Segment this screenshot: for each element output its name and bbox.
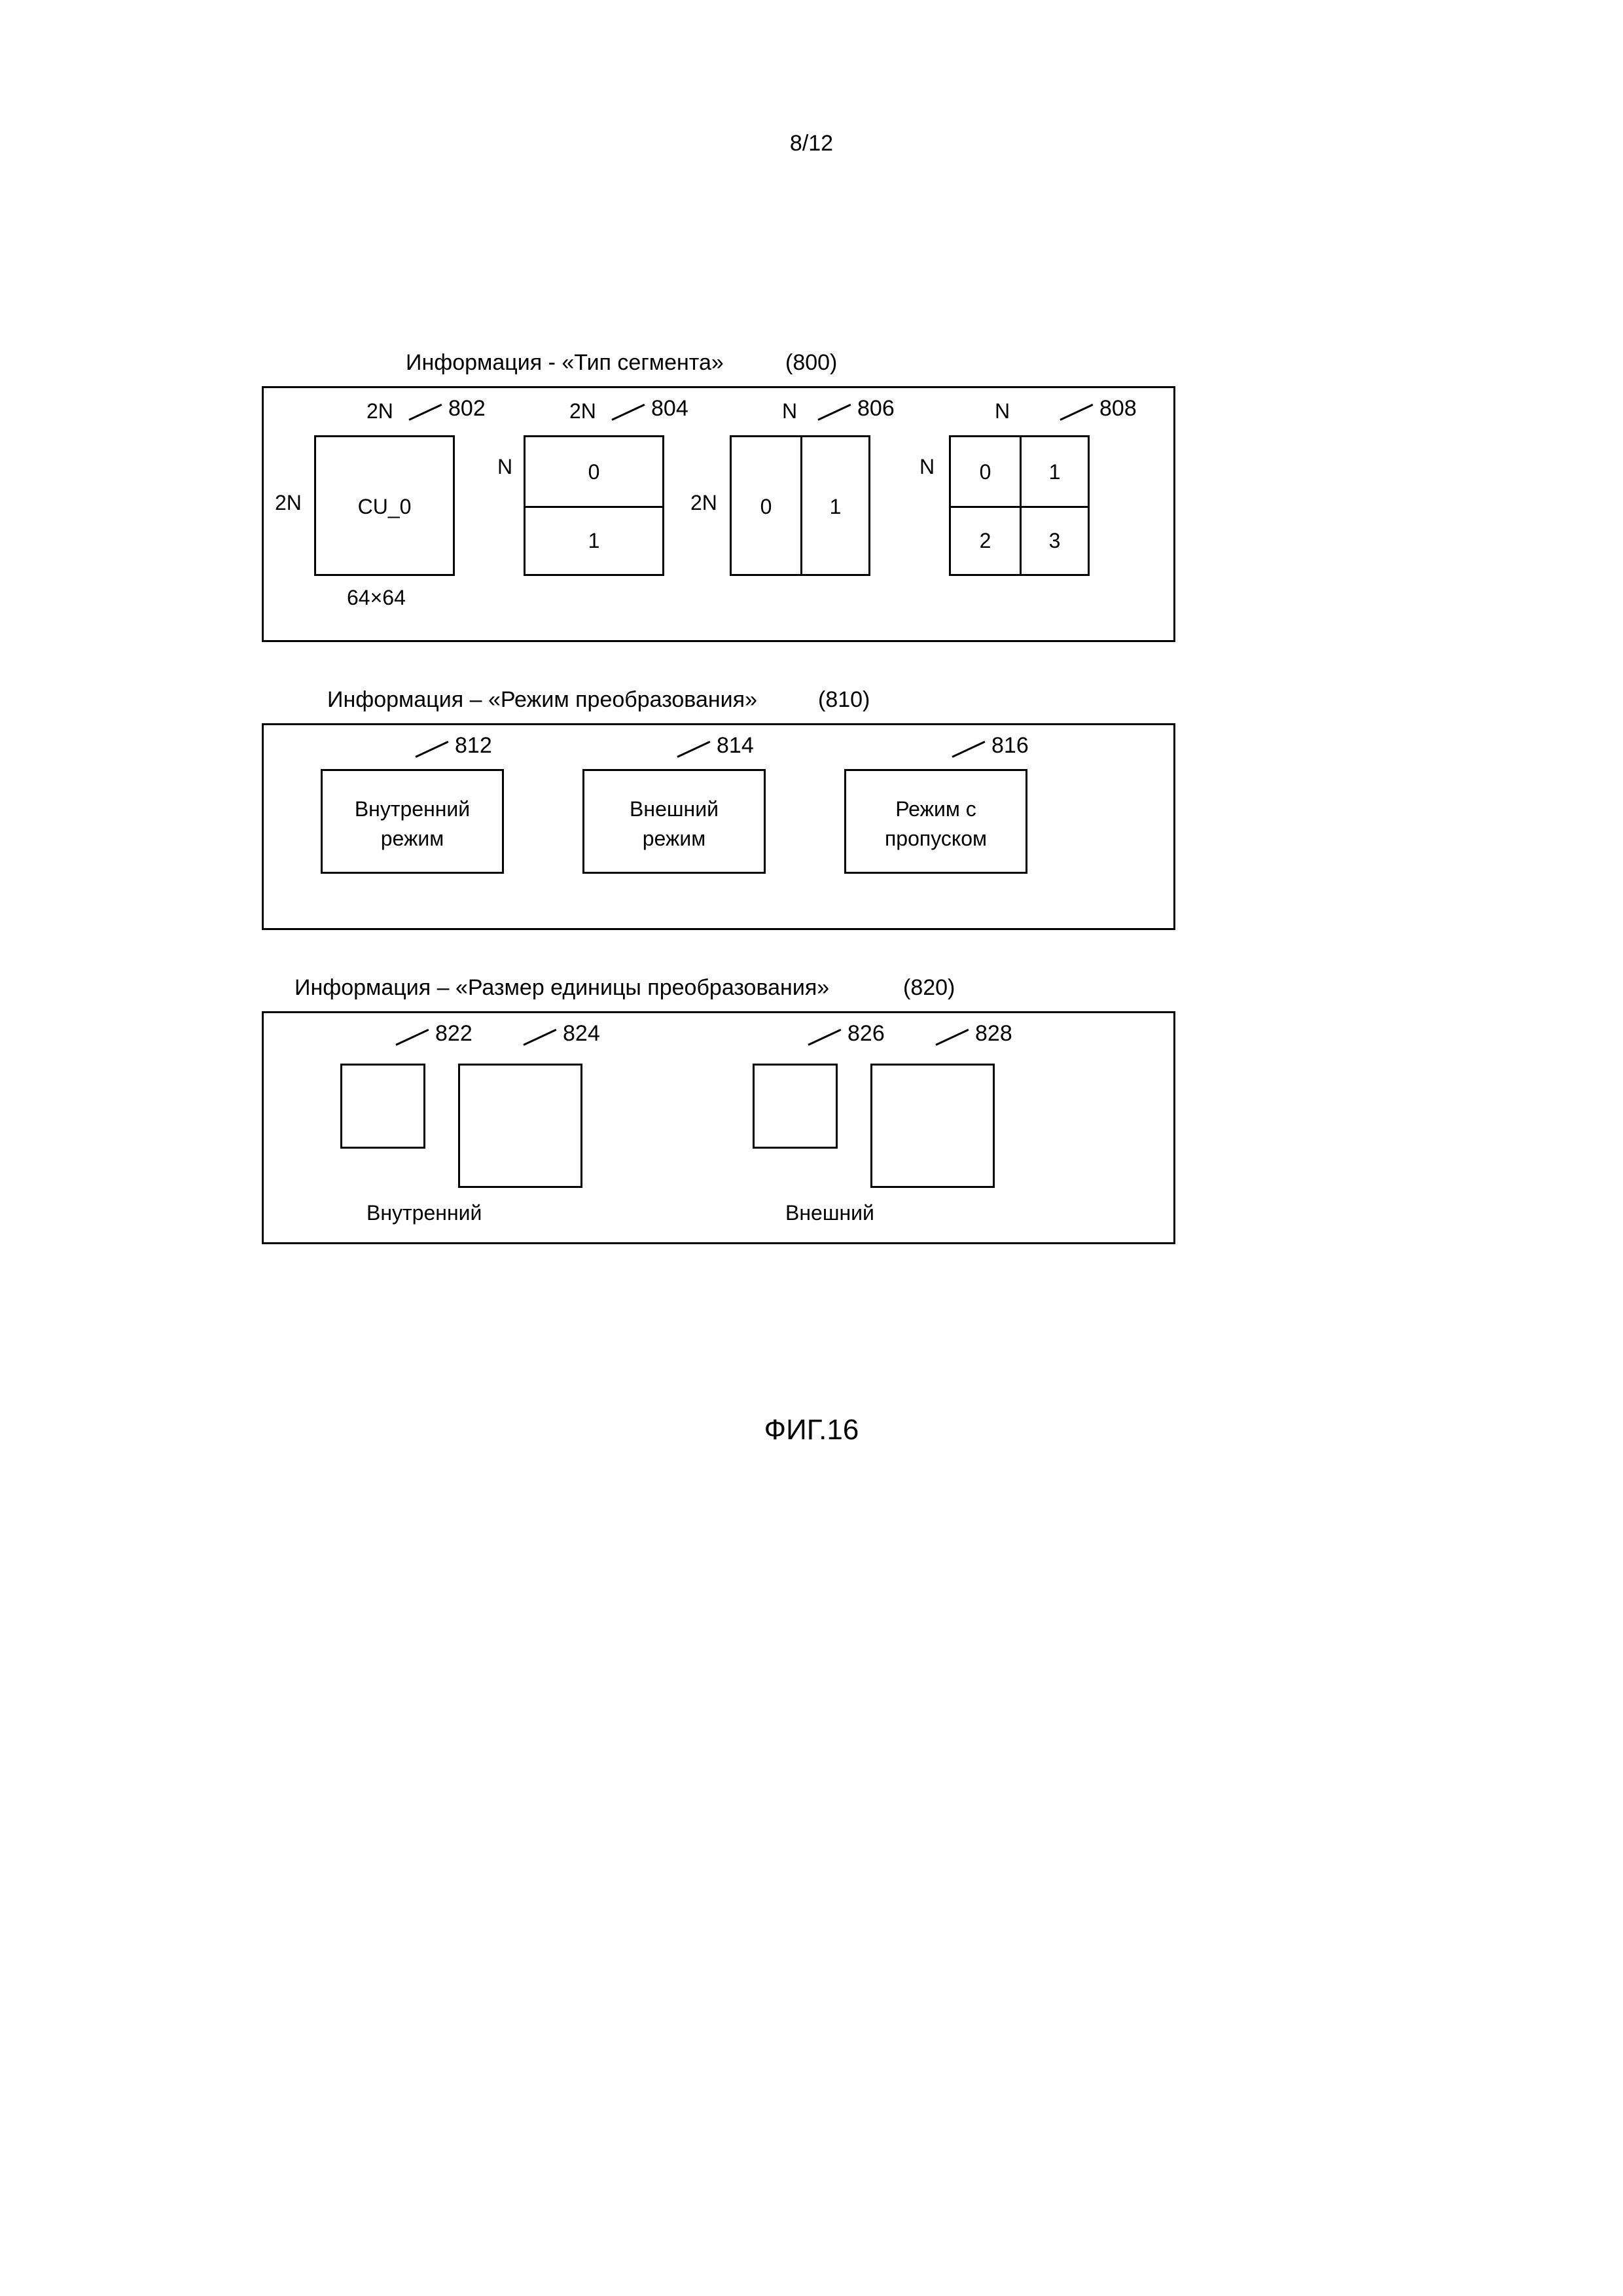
section2-ref: (810) [818,687,870,713]
b804-lower: 1 [526,529,662,553]
b814-l2: режим [584,827,764,851]
b816-l2: пропуском [846,827,1026,851]
b802-bottom-label: 64×64 [347,586,406,610]
section3-label-left: Внутренний [366,1201,482,1225]
b806-l: 0 [732,495,800,519]
b814-box: Внешний режим [582,769,766,874]
b806-r: 1 [802,495,868,519]
b808-divider-v [1020,437,1022,574]
b814-ref: 814 [717,733,754,759]
b806-top-label: N [782,399,797,423]
b808-tl: 0 [951,460,1020,484]
b802-left-label: 2N [275,491,302,515]
b802-cell: CU_0 [316,495,453,519]
b808-ref: 808 [1099,396,1137,422]
b814-l1: Внешний [584,797,764,821]
b822-box [340,1064,425,1149]
b804-divider [526,506,662,508]
b826-box [753,1064,838,1149]
b808-top-label: N [995,399,1010,423]
b802-ref: 802 [448,396,486,422]
b812-ref: 812 [455,733,492,759]
b828-ref: 828 [975,1021,1012,1047]
b822-ref: 822 [435,1021,473,1047]
section3-ref: (820) [903,975,955,1001]
section3-title: Информация – «Размер единицы преобразова… [294,975,829,1001]
b804-upper: 0 [526,460,662,484]
b808-br: 3 [1022,529,1088,553]
b816-box: Режим с пропуском [844,769,1027,874]
b802-top-label: 2N [366,399,393,423]
b808-box: 0 1 2 3 [949,435,1090,576]
b802-box: CU_0 [314,435,455,576]
b806-left-label: 2N [690,491,717,515]
figure-caption: ФИГ.16 [764,1414,859,1446]
b812-box: Внутренний режим [321,769,504,874]
b824-ref: 824 [563,1021,600,1047]
b808-left-label: N [919,455,935,479]
section2-title: Информация – «Режим преобразования» [327,687,757,713]
b806-box: 0 1 [730,435,870,576]
b812-l1: Внутренний [323,797,502,821]
b804-box: 0 1 [524,435,664,576]
b804-left-label: N [497,455,512,479]
b808-bl: 2 [951,529,1020,553]
b826-ref: 826 [847,1021,885,1047]
b816-l1: Режим с [846,797,1026,821]
b824-box [458,1064,582,1188]
page-number: 8/12 [790,131,833,156]
b812-l2: режим [323,827,502,851]
b816-ref: 816 [991,733,1029,759]
b828-box [870,1064,995,1188]
section3-label-right: Внешний [785,1201,874,1225]
b804-ref: 804 [651,396,688,422]
section1-title: Информация - «Тип сегмента» [406,350,724,376]
b804-top-label: 2N [569,399,596,423]
b808-tr: 1 [1022,460,1088,484]
b806-ref: 806 [857,396,895,422]
section1-ref: (800) [785,350,837,376]
